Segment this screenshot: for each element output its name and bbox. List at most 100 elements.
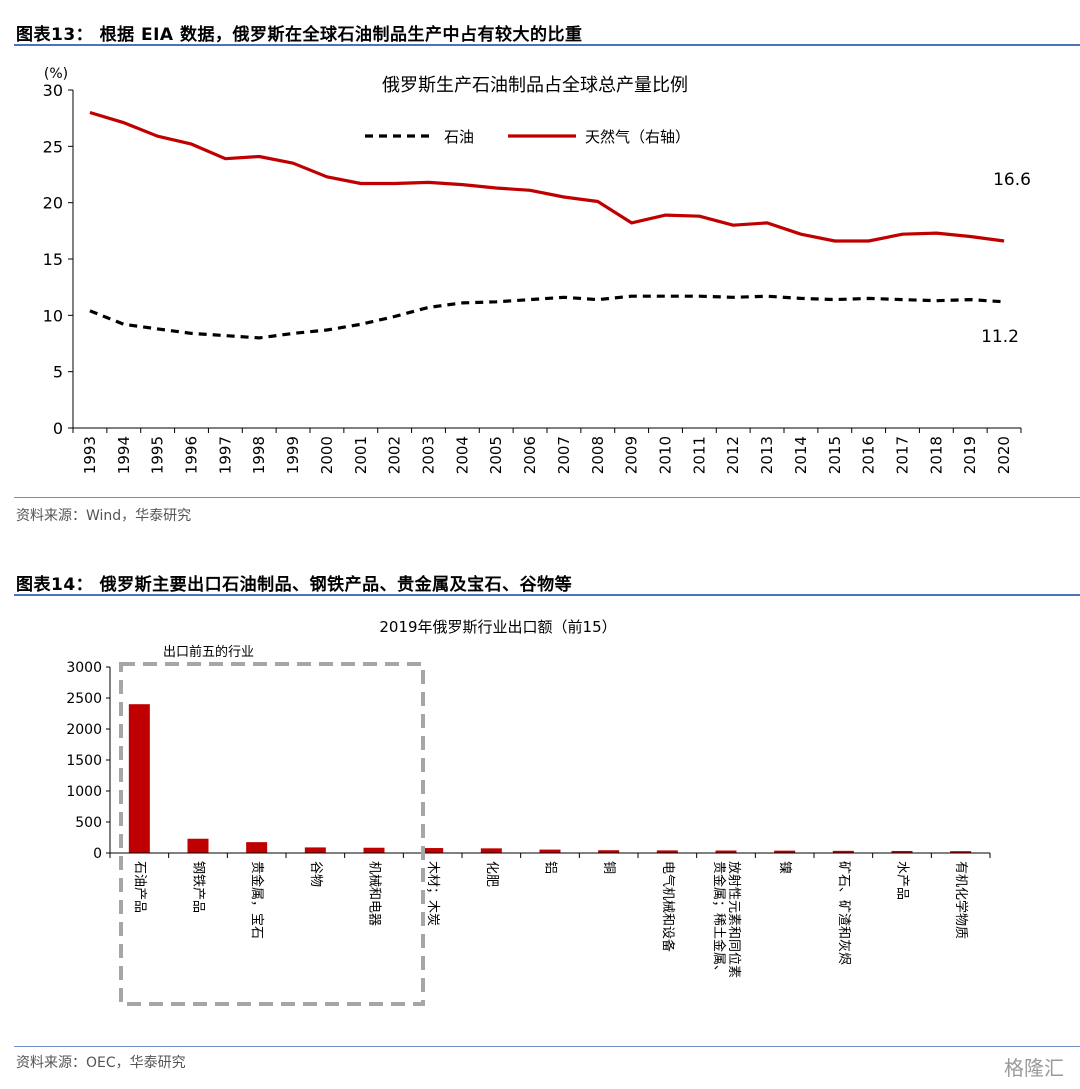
- x-tick-label: 2012: [724, 436, 742, 474]
- bar: [422, 848, 444, 853]
- x-tick-label: 2008: [589, 436, 607, 474]
- y-tick-label: 2500: [66, 691, 102, 707]
- bar: [774, 850, 796, 853]
- x-tick-label: 1996: [183, 436, 201, 474]
- x-tick-label: 铝: [543, 861, 558, 874]
- fig13-source: 资料来源：Wind，华泰研究: [16, 508, 192, 524]
- x-tick-label: 1995: [149, 436, 167, 474]
- y-tick-label: 500: [75, 815, 102, 831]
- gas-last-value-label: 16.6: [993, 170, 1031, 190]
- bars: [128, 704, 972, 853]
- x-tick-label: 2005: [487, 436, 505, 474]
- y-tick-label: 10: [43, 306, 63, 325]
- y-tick-label: 20: [43, 194, 63, 213]
- bar: [246, 842, 268, 853]
- x-tick-label: 机械和电器: [367, 861, 382, 926]
- y-tick-label: 0: [93, 846, 102, 862]
- top-five-highlight-box: [119, 662, 425, 1006]
- x-tick-label: 放射性元素和同位素: [726, 861, 742, 978]
- bar: [539, 849, 561, 853]
- y-tick-label: 30: [43, 81, 63, 100]
- x-tick-label: 化肥: [484, 861, 499, 887]
- fig13-bottom-rule: [14, 497, 1080, 498]
- x-tick-label: 2017: [894, 436, 912, 474]
- x-axis: 石油产品 钢铁产品 贵金属，宝石 谷物 机械和电器 木材；木炭 化肥 铝 铜 电气机械和设备 贵金属…: [109, 852, 991, 978]
- x-tick-label: 2003: [420, 436, 438, 474]
- y-tick-label: 25: [43, 137, 63, 156]
- fig14-heading: 图表14： 俄罗斯主要出口石油制品、钢铁产品、贵金属及宝石、谷物等: [16, 575, 573, 595]
- x-tick-label: 贵金属，宝石: [249, 861, 265, 939]
- x-tick-label: 1997: [216, 436, 234, 474]
- x-tick-label: 2001: [352, 436, 370, 474]
- x-tick-label: 1998: [250, 436, 268, 474]
- x-tick-label: 谷物: [308, 861, 323, 887]
- chart-title: 俄罗斯生产石油制品占全球总产量比例: [382, 75, 688, 96]
- x-tick-label: 2010: [657, 436, 675, 474]
- bar: [715, 850, 737, 853]
- x-tick-label: 2000: [318, 436, 336, 474]
- x-tick-label: 铜: [601, 861, 616, 874]
- bar: [598, 850, 620, 853]
- chart-title: 2019年俄罗斯行业出口额（前15）: [379, 618, 616, 636]
- x-tick-label: 2004: [453, 436, 471, 474]
- fig13-heading-rule: [14, 44, 1080, 46]
- top-five-label: 出口前五的行业: [163, 644, 254, 660]
- x-tick-label: 2011: [690, 436, 708, 474]
- y-tick-label: 3000: [66, 660, 102, 676]
- bar: [950, 851, 972, 853]
- y-tick-label: 15: [43, 250, 63, 269]
- x-tick-label: 2018: [927, 436, 945, 474]
- x-axis: 1993 1994 1995 1996 1997 1998 1999 2000 2001 2002…: [72, 427, 1022, 474]
- x-tick-label: 矿石、矿渣和灰烬: [836, 861, 852, 965]
- x-tick-label: 镍: [777, 861, 792, 874]
- legend-label: 石油: [444, 128, 474, 146]
- legend-label: 天然气（右轴）: [585, 128, 690, 146]
- y-tick-label: 0: [53, 419, 63, 438]
- y-tick-label: 2000: [66, 722, 102, 738]
- y-axis-unit: (%): [44, 66, 68, 82]
- x-tick-label: 有机化学物质: [953, 861, 969, 939]
- y-tick-label: 1500: [66, 753, 102, 769]
- x-tick-label: 2009: [623, 436, 641, 474]
- x-tick-label: 木材；木炭: [425, 861, 440, 926]
- y-tick-label: 1000: [66, 784, 102, 800]
- x-tick-label: 2016: [860, 436, 878, 474]
- legend: 石油 天然气（右轴）: [365, 128, 690, 146]
- y-tick-label: 5: [53, 363, 63, 382]
- x-tick-label: 2020: [995, 436, 1013, 474]
- fig14-source: 资料来源：OEC，华泰研究: [16, 1055, 186, 1071]
- fig13-heading: 图表13： 根据 EIA 数据，俄罗斯在全球石油制品生产中占有较大的比重: [16, 25, 583, 45]
- x-tick-label: 贵金属；稀土金属、: [711, 861, 727, 978]
- bar: [891, 850, 913, 853]
- fig14-heading-rule: [14, 594, 1080, 596]
- series-line-oil: [89, 294, 1005, 340]
- x-tick-label: 1999: [284, 436, 302, 474]
- y-axis: 0 5 10 15 20 25 30: [43, 81, 74, 438]
- bar: [480, 848, 502, 853]
- bar-chart: 2019年俄罗斯行业出口额（前15） 0 500 1000 1500 2000 2500 3…: [66, 618, 991, 1006]
- x-tick-label: 2006: [521, 436, 539, 474]
- annotations: 16.6 11.2: [981, 170, 1031, 347]
- x-tick-label: 2019: [961, 436, 979, 474]
- oil-last-value-label: 11.2: [981, 327, 1019, 347]
- watermark-logo: 格隆汇: [1004, 1056, 1064, 1080]
- x-tick-label: 2002: [386, 436, 404, 474]
- x-tick-label: 1994: [115, 436, 133, 474]
- x-tick-label: 2007: [555, 436, 573, 474]
- x-tick-label: 钢铁产品: [191, 861, 206, 913]
- bar: [128, 704, 150, 853]
- bar: [656, 850, 678, 853]
- x-tick-label: 2013: [758, 436, 776, 474]
- bar: [304, 847, 326, 853]
- x-tick-label: 2015: [826, 436, 844, 474]
- bar: [832, 850, 854, 853]
- bar: [187, 838, 209, 853]
- x-tick-label: 水产品: [895, 861, 910, 900]
- y-axis: 0 500 1000 1500 2000 2500 3000: [66, 660, 111, 862]
- series-line-gas: [89, 110, 1005, 243]
- series-lines: [89, 110, 1005, 340]
- fig14-bottom-rule: [14, 1046, 1080, 1047]
- x-tick-label: 2014: [792, 436, 810, 474]
- x-tick-label: 石油产品: [132, 861, 147, 913]
